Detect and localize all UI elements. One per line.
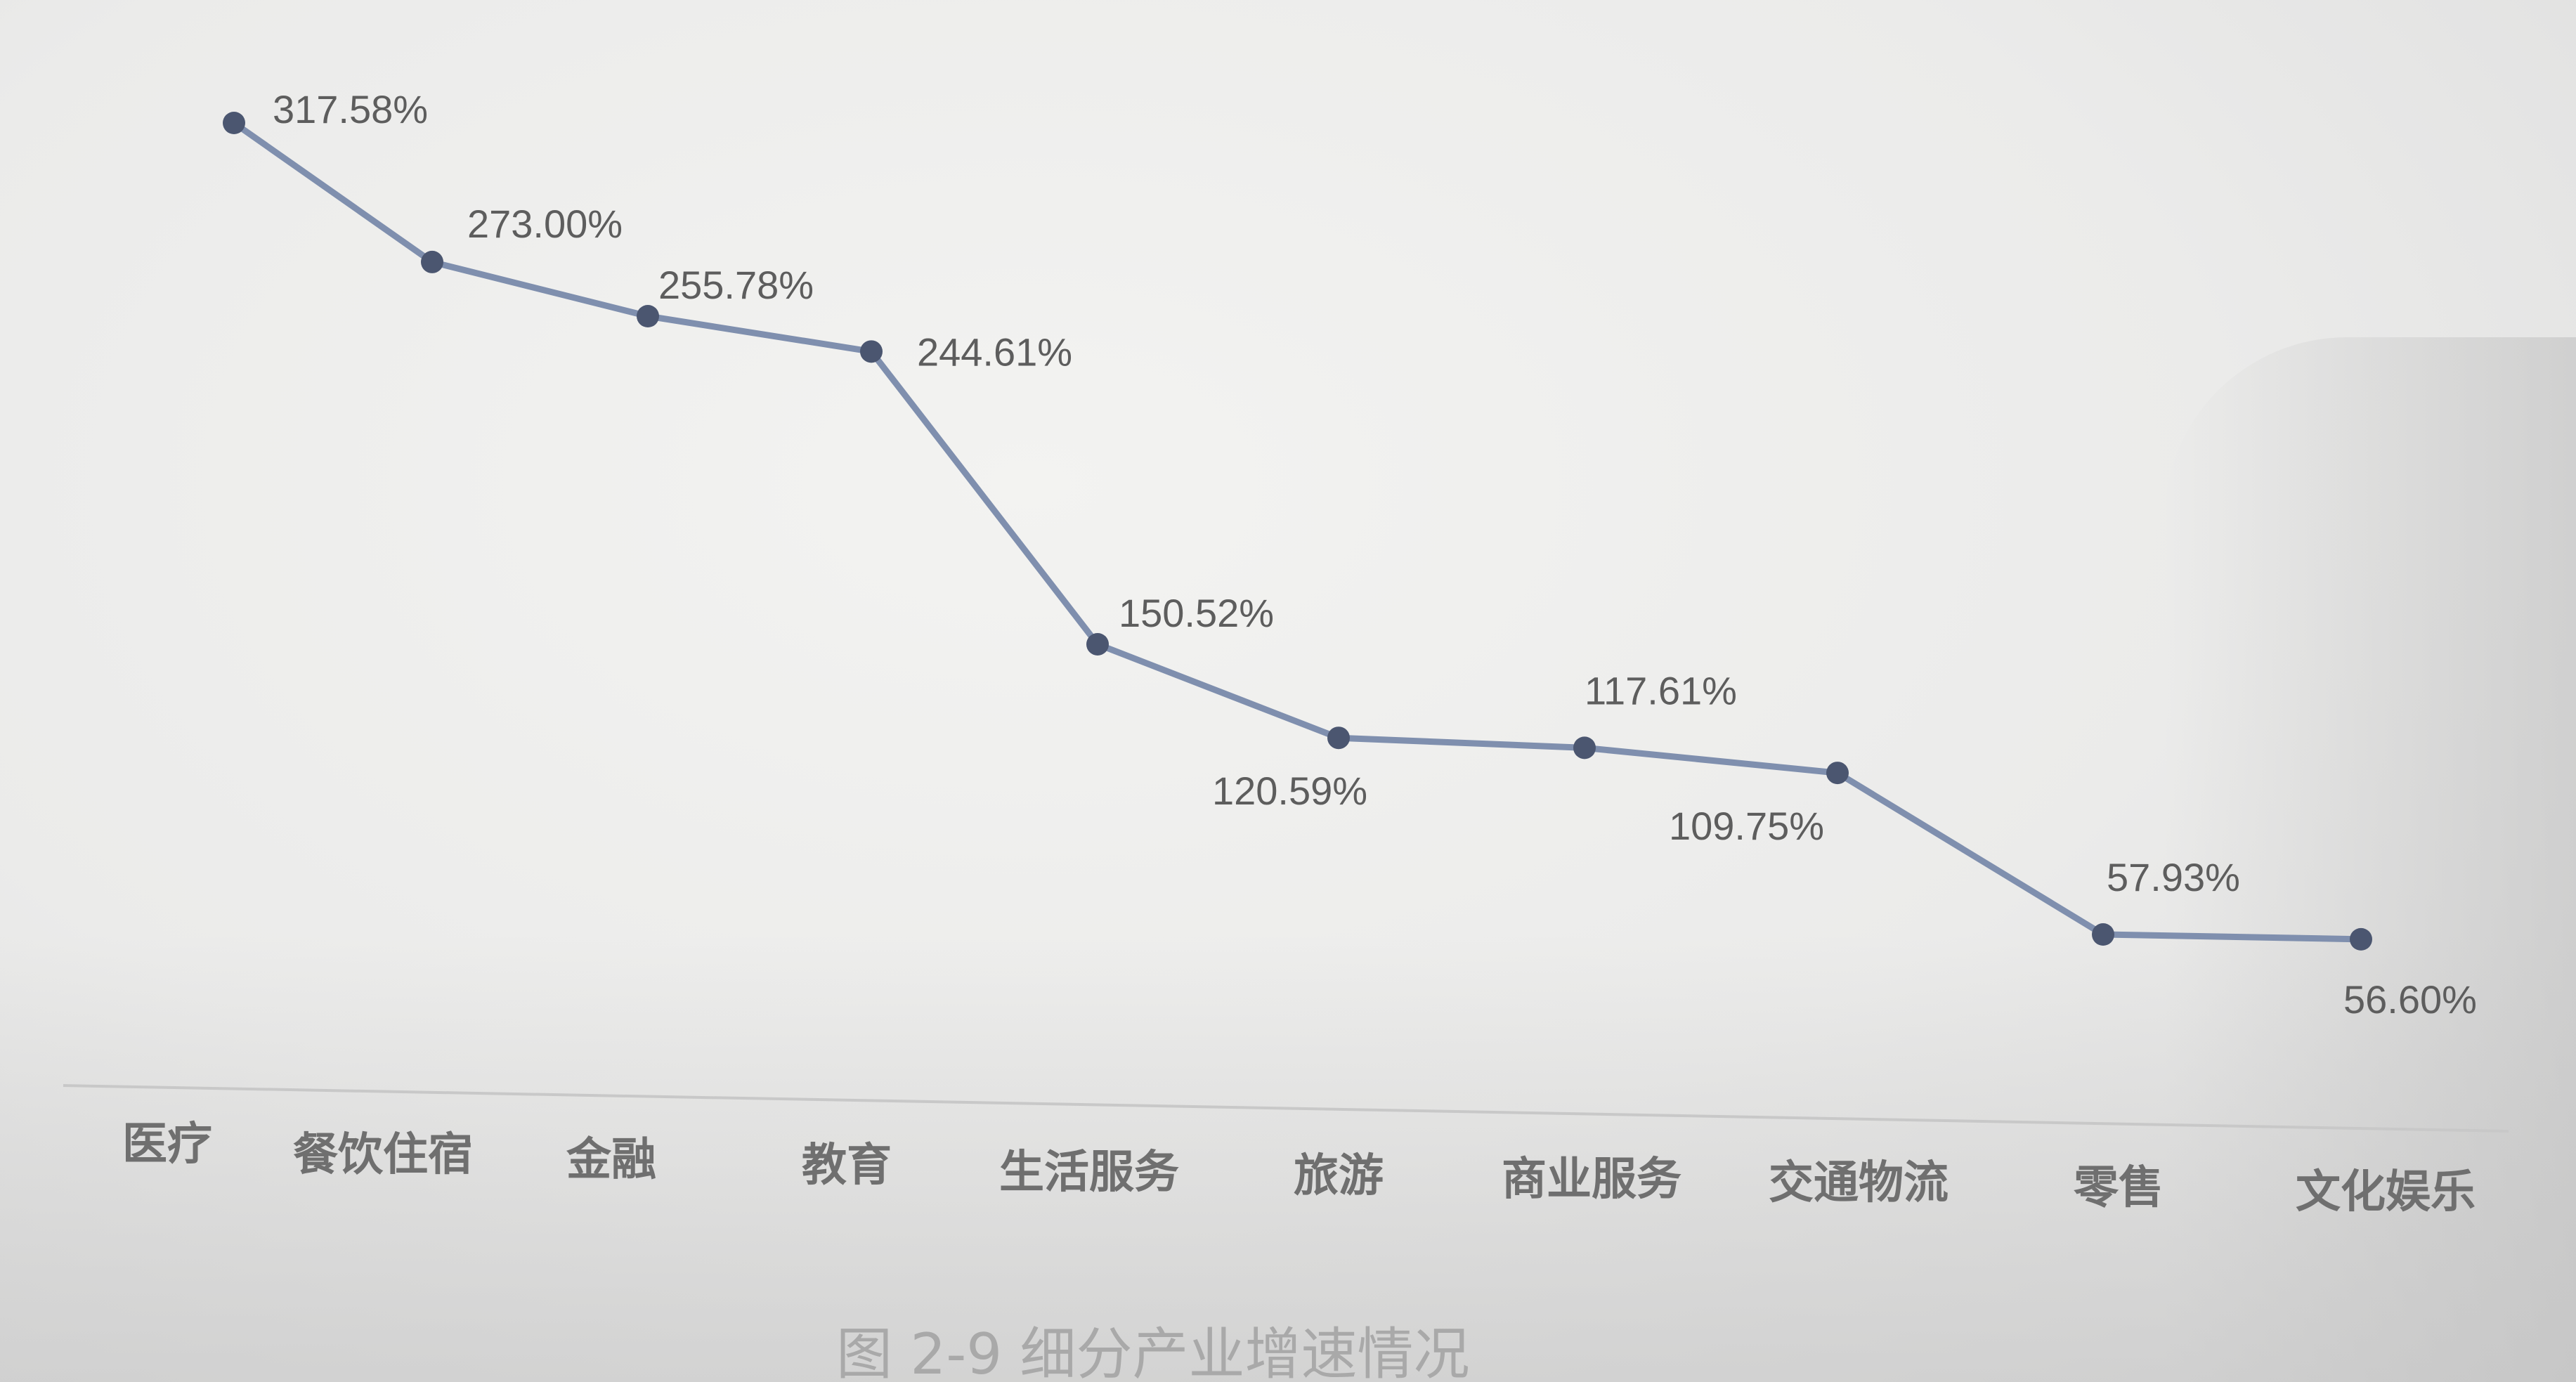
data-label-8: 109.75% [1669,804,1824,848]
photo-shadow-bottom [0,934,2576,1382]
x-axis-line [63,1084,2509,1133]
x-tick-label-10: 文化娱乐 [2296,1166,2476,1218]
data-label-3: 255.78% [658,263,814,307]
chart-title: 图 2-9 细分产业增速情况 [836,1322,1470,1382]
data-point-3 [637,305,659,328]
data-point-10 [2350,927,2372,951]
x-tick-label-5: 生活服务 [999,1147,1179,1199]
data-point-4 [860,340,883,363]
data-label-1: 317.58% [273,87,428,131]
x-tick-label-1: 医疗 [122,1119,212,1171]
data-point-7 [1573,736,1596,760]
data-label-5: 150.52% [1119,591,1274,635]
data-point-8 [1826,762,1849,785]
data-label-2: 273.00% [467,202,623,246]
x-tick-label-8: 交通物流 [1769,1157,1949,1209]
x-tick-label-7: 商业服务 [1502,1154,1681,1206]
data-labels: 317.58% 273.00% 255.78% 244.61% 150.52% 120.5… [273,87,2477,1022]
data-label-7: 117.61% [1585,668,1737,712]
x-tick-labels: 医疗 餐饮住宿 金融 教育 生活服务 旅游 商业服务 交通物流 零售 文化娱乐 [122,1119,2476,1218]
data-point-2 [421,250,443,273]
x-tick-label-4: 教育 [802,1140,892,1192]
series-line [230,119,2364,943]
data-label-9: 57.93% [2107,855,2240,899]
data-point-9 [2092,923,2114,946]
data-point-6 [1327,726,1350,750]
x-tick-label-9: 零售 [2074,1162,2164,1214]
data-label-10: 56.60% [2343,977,2477,1022]
x-tick-label-6: 旅游 [1294,1150,1384,1202]
data-point-5 [1086,632,1109,656]
x-tick-label-3: 金融 [566,1134,656,1186]
data-label-4: 244.61% [917,330,1072,374]
data-label-6: 120.59% [1212,769,1367,813]
x-tick-label-2: 餐饮住宿 [293,1129,473,1181]
data-point-1 [223,112,245,134]
data-points [223,112,2372,951]
